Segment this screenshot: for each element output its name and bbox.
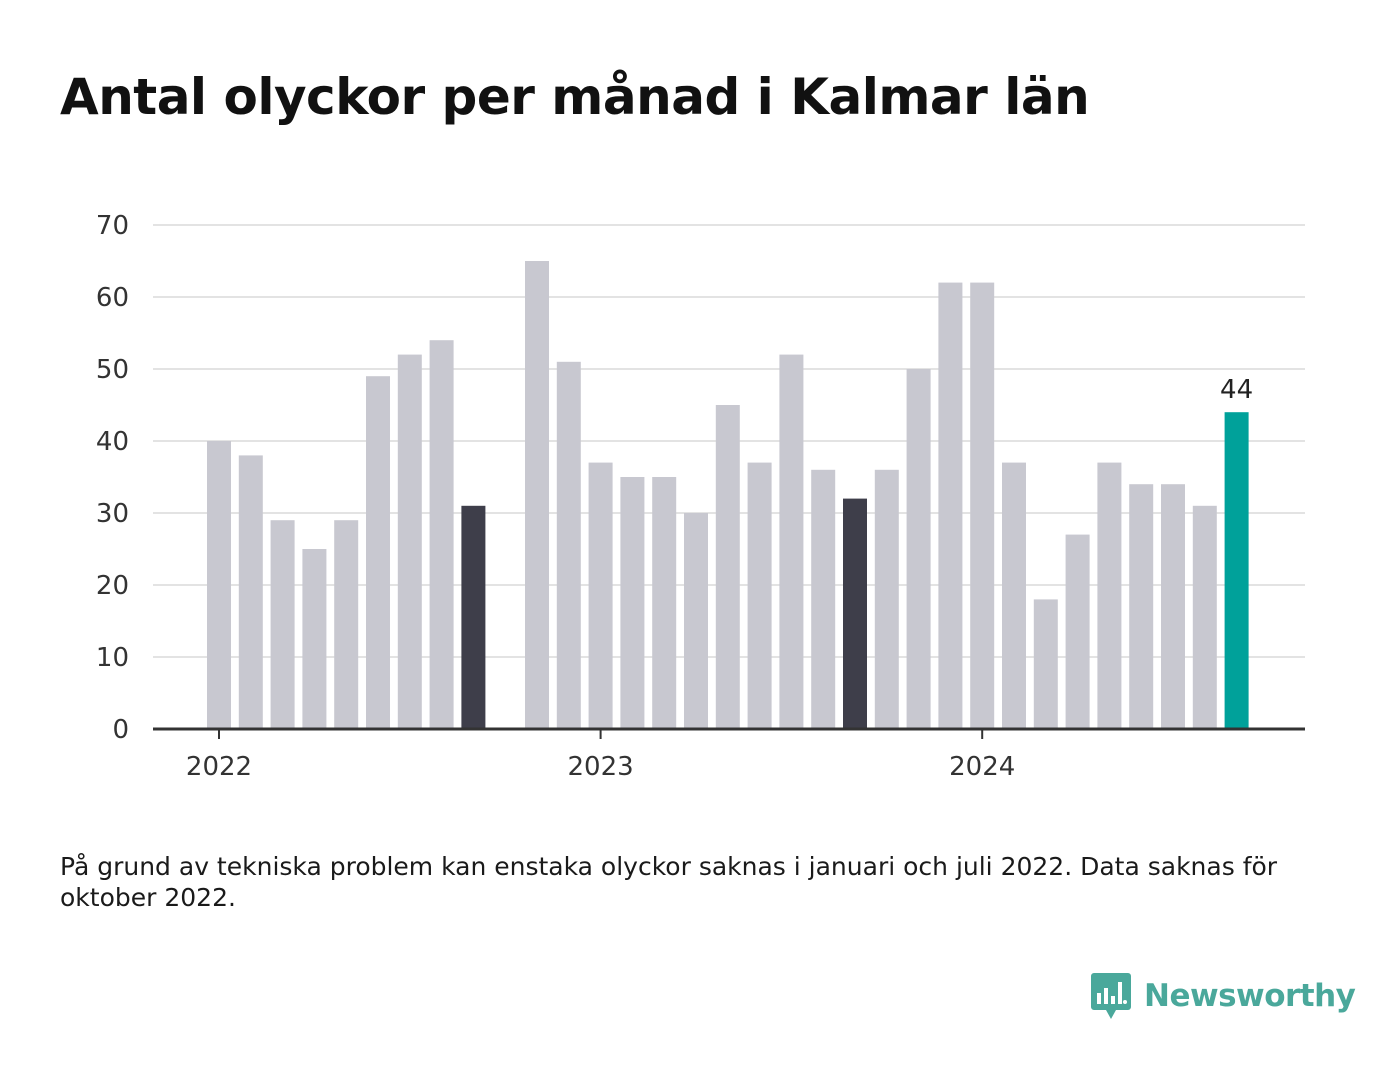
bar-chart: 0 10 20 30 40 50 60 70 2022 2023 2024 44	[96, 211, 1305, 782]
bar	[906, 369, 931, 729]
bar-chart-speech-icon	[1091, 973, 1131, 1019]
bar	[747, 462, 772, 729]
bar	[652, 477, 677, 729]
y-tick-label: 40	[96, 427, 129, 457]
bar	[1129, 484, 1154, 729]
x-axis: 2022 2023 2024	[153, 727, 1305, 782]
bar	[843, 498, 867, 729]
bar	[1097, 462, 1122, 729]
x-tick-label: 2022	[186, 752, 252, 782]
bar	[938, 282, 963, 729]
y-axis-ticks: 0 10 20 30 40 50 60 70	[96, 211, 129, 745]
bar	[779, 354, 804, 729]
y-tick-label: 70	[96, 211, 129, 241]
y-tick-label: 0	[112, 715, 129, 745]
y-tick-label: 10	[96, 643, 129, 673]
y-tick-label: 20	[96, 571, 129, 601]
value-labels: 44	[1220, 375, 1253, 405]
x-tick-label: 2024	[949, 752, 1015, 782]
bar	[811, 469, 836, 729]
bar	[397, 354, 422, 729]
bar	[588, 462, 613, 729]
bar	[1192, 505, 1217, 729]
chart-title: Antal olyckor per månad i Kalmar län	[60, 68, 1090, 126]
bar	[1065, 534, 1090, 729]
value-label: 44	[1220, 375, 1253, 405]
footnote: På grund av tekniska problem kan enstaka…	[60, 852, 1278, 912]
bar	[1033, 599, 1058, 729]
y-tick-label: 50	[96, 355, 129, 385]
bar	[684, 513, 708, 729]
bar	[366, 376, 390, 729]
x-tick-label: 2023	[568, 752, 634, 782]
bar	[238, 455, 263, 729]
bar	[270, 520, 295, 729]
bar	[429, 340, 454, 729]
y-tick-label: 60	[96, 283, 129, 313]
brand-logo: Newsworthy	[1090, 970, 1356, 1022]
bar	[461, 505, 486, 729]
y-tick-label: 30	[96, 499, 129, 529]
bar	[620, 477, 645, 729]
bar	[334, 520, 359, 729]
bar	[556, 361, 581, 729]
bar	[1161, 484, 1185, 729]
bars	[207, 261, 1249, 729]
bar	[874, 469, 899, 729]
bar	[525, 261, 549, 729]
bar	[715, 405, 740, 729]
bar	[302, 549, 327, 729]
bar	[970, 282, 995, 729]
bar	[207, 441, 231, 729]
brand-name: Newsworthy	[1144, 978, 1356, 1014]
bar	[1224, 412, 1249, 729]
bar	[1002, 462, 1026, 729]
